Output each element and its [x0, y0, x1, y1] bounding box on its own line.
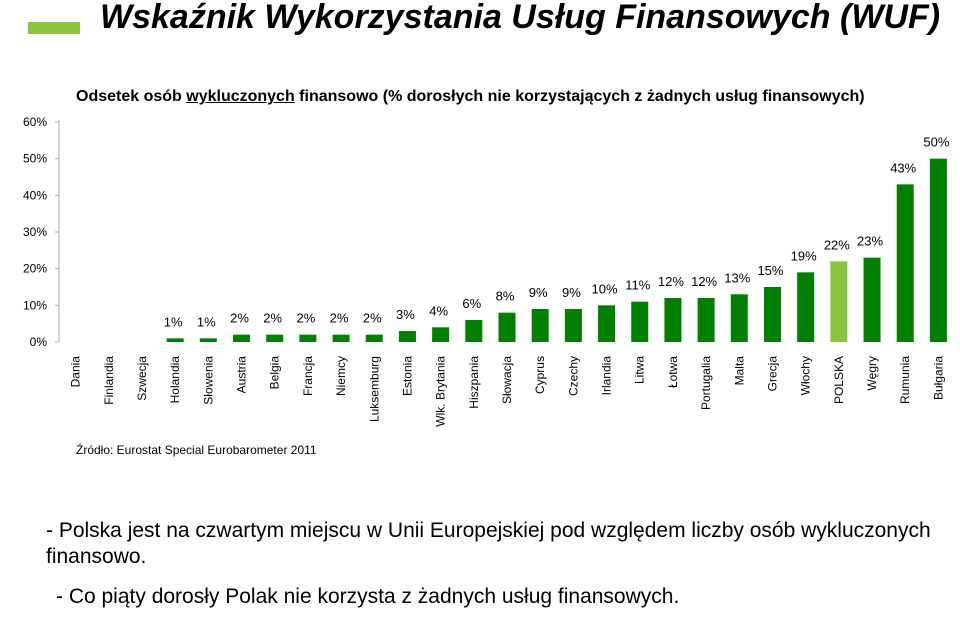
bar — [233, 334, 251, 342]
y-tick-label: 40% — [23, 188, 47, 202]
bar — [929, 158, 947, 342]
chart-subtitle: Odsetek osób wykluczonych finansowo (% d… — [76, 88, 865, 106]
bar — [830, 261, 848, 342]
bar — [266, 334, 284, 342]
category-label: Słowenia — [201, 356, 215, 405]
category-label: Węgry — [865, 356, 879, 391]
data-label: 3% — [396, 307, 415, 322]
bar — [365, 334, 383, 342]
category-label: Dania — [69, 356, 83, 388]
data-label: 6% — [462, 296, 481, 311]
bar — [730, 294, 748, 342]
bar — [697, 298, 715, 342]
category-label: Cyprus — [533, 356, 547, 394]
category-label: POLSKA — [832, 356, 846, 404]
category-label: Słowacja — [500, 356, 514, 404]
bar — [598, 305, 616, 342]
data-label: 23% — [857, 234, 883, 249]
note-2: - Co piąty dorosły Polak nie korzysta z … — [56, 585, 680, 608]
data-label: 2% — [363, 311, 382, 326]
data-label: 1% — [164, 314, 183, 329]
y-tick-label: 60% — [23, 115, 47, 129]
data-label: 50% — [923, 135, 949, 150]
bar — [432, 327, 450, 342]
y-tick-label: 10% — [23, 298, 47, 312]
bar-chart: 0% 10% 20% 30% 40% 50% 60% Dania Finlandia Szwecj… — [23, 115, 950, 427]
bar — [896, 184, 914, 342]
notes: - Polska jest na czwartym miejscu w Unii… — [46, 518, 946, 624]
bar — [332, 334, 350, 342]
category-label: Hiszpania — [467, 356, 481, 409]
bar — [465, 320, 483, 342]
bar — [763, 287, 781, 342]
title-accent-bar — [28, 22, 80, 34]
category-label: Czechy — [566, 356, 580, 396]
bar — [863, 257, 881, 342]
bar — [631, 301, 649, 342]
category-label: Portugalia — [699, 356, 713, 410]
category-label: Malta — [732, 356, 746, 386]
data-label: 2% — [330, 311, 349, 326]
data-label: 4% — [429, 303, 448, 318]
data-label: 2% — [263, 311, 282, 326]
bar — [797, 272, 815, 342]
bar — [398, 331, 416, 342]
category-label: Bułgaria — [931, 356, 945, 400]
subtitle-part-1: Odsetek osób — [76, 88, 187, 105]
data-label: 8% — [496, 289, 515, 304]
data-label: 43% — [890, 160, 916, 175]
data-label: 15% — [757, 263, 783, 278]
category-label: Luksemburg — [367, 356, 381, 422]
data-label: 9% — [562, 285, 581, 300]
data-label: 19% — [791, 248, 817, 263]
category-label: Włochy — [799, 356, 813, 395]
data-label: 11% — [625, 278, 650, 293]
category-label: Szwecja — [135, 356, 149, 401]
category-label: Rumunia — [898, 356, 912, 404]
category-label: Irlandia — [600, 356, 614, 396]
category-label: Belgia — [268, 356, 282, 390]
category-label: Finlandia — [102, 356, 116, 405]
data-label: 9% — [529, 285, 548, 300]
y-tick-label: 50% — [23, 152, 47, 166]
category-label: Grecja — [765, 356, 779, 392]
data-label: 12% — [691, 274, 717, 289]
category-label: Niemcy — [334, 356, 348, 396]
bar — [664, 298, 682, 342]
y-tick-label: 0% — [30, 335, 48, 349]
category-label: Holandia — [168, 356, 182, 404]
category-label: Francja — [301, 356, 315, 396]
data-label: 10% — [592, 281, 618, 296]
data-label: 1% — [197, 314, 216, 329]
subtitle-underlined: wykluczonych — [186, 88, 295, 105]
data-label: 22% — [824, 237, 850, 252]
y-tick-label: 30% — [23, 225, 47, 239]
category-label: Estonia — [400, 356, 414, 396]
data-label: 2% — [230, 311, 249, 326]
bar — [498, 312, 516, 342]
category-label: Austria — [235, 356, 249, 394]
bar — [199, 338, 217, 342]
data-label: 2% — [296, 311, 315, 326]
subtitle-part-2: finansowo (% dorosłych nie korzystającyc… — [294, 88, 865, 105]
bar — [166, 338, 184, 342]
page-title: Wskaźnik Wykorzystania Usług Finansowych… — [100, 0, 941, 36]
chart-source: Źródło: Eurostat Special Eurobarometer 2… — [76, 443, 317, 457]
bar — [564, 309, 582, 342]
bar — [531, 309, 549, 342]
category-label: Litwa — [633, 356, 647, 384]
note-1: - Polska jest na czwartym miejscu w Unii… — [46, 519, 931, 568]
category-label: Łotwa — [666, 356, 680, 388]
category-label: Wlk. Brytania — [434, 356, 448, 427]
data-label: 12% — [658, 274, 684, 289]
data-label: 13% — [724, 270, 750, 285]
bar — [299, 334, 317, 342]
y-tick-label: 20% — [23, 262, 47, 276]
